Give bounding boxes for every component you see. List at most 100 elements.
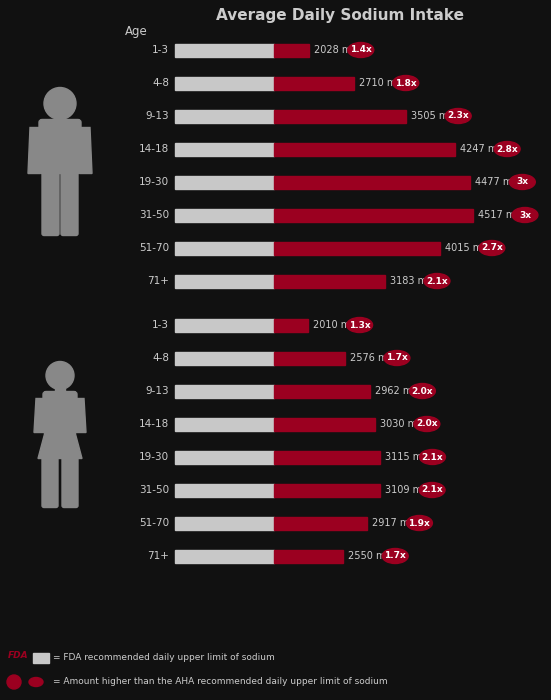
Bar xyxy=(175,384,274,398)
Ellipse shape xyxy=(509,174,535,190)
Text: 31-50: 31-50 xyxy=(139,210,169,220)
Text: 1.7x: 1.7x xyxy=(386,354,408,363)
Polygon shape xyxy=(34,398,46,433)
FancyBboxPatch shape xyxy=(43,391,77,433)
Ellipse shape xyxy=(419,482,445,498)
Text: 14-18: 14-18 xyxy=(139,144,169,154)
Ellipse shape xyxy=(409,384,435,398)
FancyBboxPatch shape xyxy=(42,167,59,235)
Bar xyxy=(274,451,380,463)
Ellipse shape xyxy=(512,207,538,223)
Text: 3x: 3x xyxy=(516,178,528,186)
Text: = Amount higher than the AHA recommended daily upper limit of sodium: = Amount higher than the AHA recommended… xyxy=(53,678,387,687)
Circle shape xyxy=(44,88,76,120)
Bar xyxy=(274,176,471,188)
Text: 2.7x: 2.7x xyxy=(481,244,503,253)
Text: 9-13: 9-13 xyxy=(145,386,169,396)
Bar xyxy=(175,176,274,188)
Bar xyxy=(175,318,274,332)
Text: 4-8: 4-8 xyxy=(152,353,169,363)
Text: 19-30: 19-30 xyxy=(139,452,169,462)
Bar xyxy=(175,143,274,155)
Ellipse shape xyxy=(407,515,433,531)
Text: 3115 mg: 3115 mg xyxy=(386,452,429,462)
Bar xyxy=(175,241,274,255)
Text: 2576 mg: 2576 mg xyxy=(350,353,393,363)
Text: 4-8: 4-8 xyxy=(152,78,169,88)
Text: 3030 mg: 3030 mg xyxy=(380,419,423,429)
Circle shape xyxy=(46,361,74,389)
Text: = FDA recommended daily upper limit of sodium: = FDA recommended daily upper limit of s… xyxy=(53,654,275,662)
Bar xyxy=(175,484,274,496)
Bar xyxy=(175,43,274,57)
Bar xyxy=(175,76,274,90)
Text: 51-70: 51-70 xyxy=(139,518,169,528)
Text: 31-50: 31-50 xyxy=(139,485,169,495)
Text: 2.0x: 2.0x xyxy=(412,386,433,395)
Text: 2.0x: 2.0x xyxy=(416,419,437,428)
Text: 1.3x: 1.3x xyxy=(349,321,370,330)
Text: 71+: 71+ xyxy=(147,551,169,561)
Bar xyxy=(175,209,274,221)
Ellipse shape xyxy=(347,318,372,332)
Text: 14-18: 14-18 xyxy=(139,419,169,429)
Bar xyxy=(274,351,345,365)
Ellipse shape xyxy=(29,678,43,687)
Text: 2028 mg: 2028 mg xyxy=(314,45,357,55)
Polygon shape xyxy=(78,127,92,174)
Text: Average Daily Sodium Intake: Average Daily Sodium Intake xyxy=(216,8,464,23)
Ellipse shape xyxy=(424,274,450,288)
Bar xyxy=(274,550,343,563)
Bar xyxy=(274,209,473,221)
Text: 71+: 71+ xyxy=(147,276,169,286)
Text: 4477 mg: 4477 mg xyxy=(476,177,519,187)
Text: 1.8x: 1.8x xyxy=(395,78,417,88)
FancyBboxPatch shape xyxy=(61,167,78,235)
Text: 1.4x: 1.4x xyxy=(350,46,371,55)
Text: 1.7x: 1.7x xyxy=(384,552,406,561)
Text: 3109 mg: 3109 mg xyxy=(385,485,428,495)
Circle shape xyxy=(7,675,21,689)
Bar xyxy=(175,417,274,430)
Polygon shape xyxy=(28,127,42,174)
Bar xyxy=(33,653,49,663)
Bar xyxy=(274,109,406,122)
Bar xyxy=(274,241,440,255)
Ellipse shape xyxy=(445,108,471,123)
Bar xyxy=(175,351,274,365)
Text: 2710 mg: 2710 mg xyxy=(359,78,402,88)
Bar xyxy=(274,143,455,155)
Bar xyxy=(175,274,274,288)
Ellipse shape xyxy=(414,416,440,431)
Bar xyxy=(55,379,65,396)
Text: 4015 mg: 4015 mg xyxy=(445,243,488,253)
Text: 51-70: 51-70 xyxy=(139,243,169,253)
Text: 4517 mg: 4517 mg xyxy=(478,210,521,220)
Ellipse shape xyxy=(419,449,445,465)
Text: 2.1x: 2.1x xyxy=(426,276,448,286)
Bar xyxy=(274,384,370,398)
Ellipse shape xyxy=(384,351,410,365)
Ellipse shape xyxy=(479,241,505,256)
Bar xyxy=(274,274,385,288)
Ellipse shape xyxy=(382,549,408,564)
Text: 1.9x: 1.9x xyxy=(408,519,430,528)
Text: 3183 mg: 3183 mg xyxy=(390,276,433,286)
Polygon shape xyxy=(74,398,86,433)
Text: 2.8x: 2.8x xyxy=(496,144,518,153)
Bar xyxy=(274,318,307,332)
Ellipse shape xyxy=(494,141,520,157)
Text: 2.3x: 2.3x xyxy=(447,111,469,120)
Bar xyxy=(175,517,274,529)
Text: Age: Age xyxy=(125,25,148,38)
Bar xyxy=(274,43,309,57)
Bar xyxy=(55,106,65,125)
Text: 2962 mg: 2962 mg xyxy=(375,386,419,396)
Ellipse shape xyxy=(348,43,374,57)
FancyBboxPatch shape xyxy=(42,456,58,507)
Text: 2.1x: 2.1x xyxy=(422,486,443,494)
Text: 2.1x: 2.1x xyxy=(422,452,443,461)
Bar xyxy=(175,550,274,563)
Ellipse shape xyxy=(393,76,419,90)
Bar xyxy=(274,417,375,430)
